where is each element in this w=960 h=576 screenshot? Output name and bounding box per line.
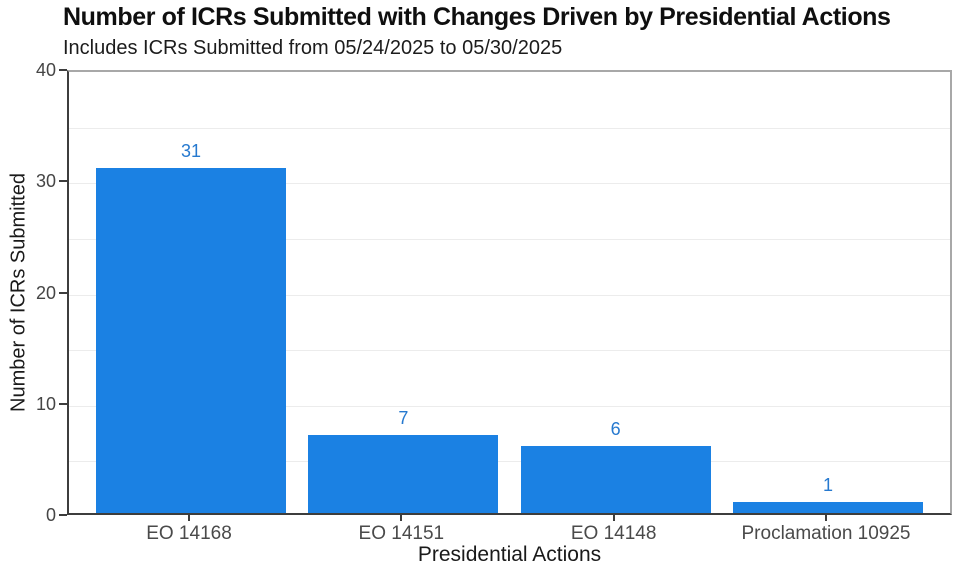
x-axis-title: Presidential Actions [417,543,602,566]
x-tick-mark-2 [400,514,403,521]
bar-proclamation-10925 [733,502,923,513]
gridline-y-15 [69,350,950,352]
y-tick-label: 10 [35,393,56,414]
gridline-y-10 [69,405,950,407]
y-tick-mark-30 [59,180,67,183]
x-tick-label: Proclamation 10925 [741,523,911,544]
gridline-y-30 [69,183,950,185]
gridline-y-35 [69,127,950,129]
chart-title: Number of ICRs Submitted with Changes Dr… [63,3,891,31]
chart-subtitle: Includes ICRs Submitted from 05/24/2025 … [63,37,563,59]
y-tick-label: 30 [35,171,56,192]
bar-value-label: 31 [180,141,202,161]
plot-area: 31 7 6 1 [67,70,952,515]
bar-eo-14168 [96,168,286,513]
y-tick-label: 0 [45,505,56,525]
x-tick-mark-4 [825,514,827,521]
bar-value-label: 7 [398,408,409,428]
y-tick-mark-40 [59,69,67,71]
y-tick-label: 40 [35,60,56,80]
x-tick-mark-3 [612,514,615,521]
y-tick-mark-10 [59,402,67,405]
x-tick-label: EO 14151 [358,523,445,544]
bar-eo-14151 [308,435,499,513]
bar-eo-14148 [520,446,711,513]
x-tick-mark-1 [188,514,190,521]
x-tick-label: EO 14148 [570,523,657,544]
gridline-y-20 [69,294,950,296]
gridline-y-25 [69,238,950,240]
bar-value-label: 6 [610,419,621,439]
y-tick-mark-20 [59,291,67,294]
y-tick-label: 20 [35,282,56,303]
x-tick-label: EO 14168 [146,523,232,544]
bar-value-label: 1 [822,475,833,495]
gridline-y-5 [69,461,950,463]
y-tick-mark-0 [59,514,67,516]
